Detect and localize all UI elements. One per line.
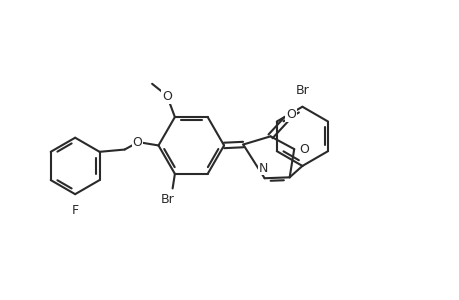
Text: O: O bbox=[299, 142, 308, 156]
Text: O: O bbox=[299, 142, 308, 155]
Text: N: N bbox=[258, 162, 268, 175]
Text: Br: Br bbox=[161, 193, 174, 206]
Text: O: O bbox=[132, 136, 142, 149]
Text: O: O bbox=[132, 136, 142, 149]
Text: F: F bbox=[72, 204, 78, 217]
Text: Br: Br bbox=[295, 84, 308, 97]
Text: O: O bbox=[162, 90, 171, 103]
Text: O: O bbox=[162, 90, 171, 103]
Text: O: O bbox=[285, 108, 295, 121]
